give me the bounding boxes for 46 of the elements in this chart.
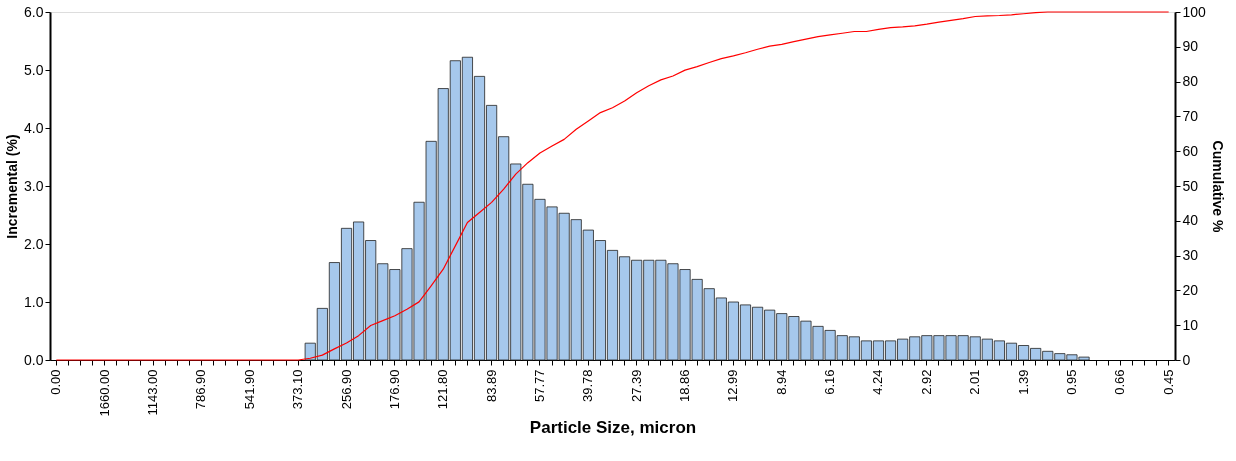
y2-tick-label: 60 — [1182, 142, 1199, 159]
y2-tick-label: 30 — [1182, 247, 1199, 264]
y2-tick-label: 70 — [1182, 107, 1199, 124]
x-tick-label: 6.16 — [822, 369, 838, 395]
x-tick-label: 176.90 — [386, 369, 402, 410]
y-tick-label: 2.0 — [24, 235, 44, 252]
x-tick-label: 8.94 — [773, 369, 789, 395]
x-tick-label: 0.00 — [48, 369, 64, 395]
x-tick-label: 121.80 — [435, 369, 451, 410]
y-tick-label: 3.0 — [24, 177, 44, 194]
x-tick-label: 4.24 — [870, 369, 886, 395]
y2-tick-label: 50 — [1182, 177, 1199, 194]
y2-tick-label: 80 — [1182, 73, 1199, 90]
x-tick-label: 0.45 — [1160, 369, 1176, 395]
x-axis-title: Particle Size, micron — [529, 418, 697, 438]
x-tick-label: 1143.00 — [145, 369, 161, 416]
x-tick-label: 373.10 — [290, 369, 306, 410]
x-tick-label: 12.99 — [725, 369, 741, 403]
y2-tick-label: 20 — [1182, 281, 1199, 298]
y-tick-label: 6.0 — [24, 3, 44, 20]
line-series — [55, 11, 1170, 361]
y2-tick-label: 0 — [1182, 351, 1191, 368]
x-tick-label: 57.77 — [531, 369, 547, 403]
x-tick-label: 27.39 — [628, 369, 644, 403]
x-tick-label: 786.90 — [193, 369, 209, 410]
x-tick-label: 39.78 — [580, 369, 596, 403]
y-tick-label: 5.0 — [24, 61, 44, 78]
x-tick-label: 2.01 — [967, 369, 983, 395]
x-tick-label: 256.90 — [338, 369, 354, 410]
x-tick-label: 1660.00 — [96, 369, 112, 417]
x-tick-label: 1.39 — [1015, 369, 1031, 395]
x-tick-label: 0.66 — [1112, 369, 1128, 395]
y-tick-label: 1.0 — [24, 293, 44, 310]
x-tick-label: 18.86 — [677, 369, 693, 403]
y-axis-title: Incremental (%) — [4, 134, 21, 239]
x-tick-label: 541.90 — [241, 369, 257, 410]
x-tick-label: 0.95 — [1063, 369, 1079, 395]
y2-tick-label: 10 — [1182, 316, 1199, 333]
y-tick-label: 4.0 — [24, 119, 44, 136]
y2-tick-label: 90 — [1182, 38, 1199, 55]
y2-tick-label: 100 — [1182, 3, 1207, 20]
x-tick-label: 2.92 — [918, 369, 934, 395]
y2-axis-title: Cumulative % — [1209, 140, 1226, 233]
x-tick-label: 83.89 — [483, 369, 499, 403]
y-tick-label: 0.0 — [24, 351, 44, 368]
y2-tick-label: 40 — [1182, 212, 1199, 229]
